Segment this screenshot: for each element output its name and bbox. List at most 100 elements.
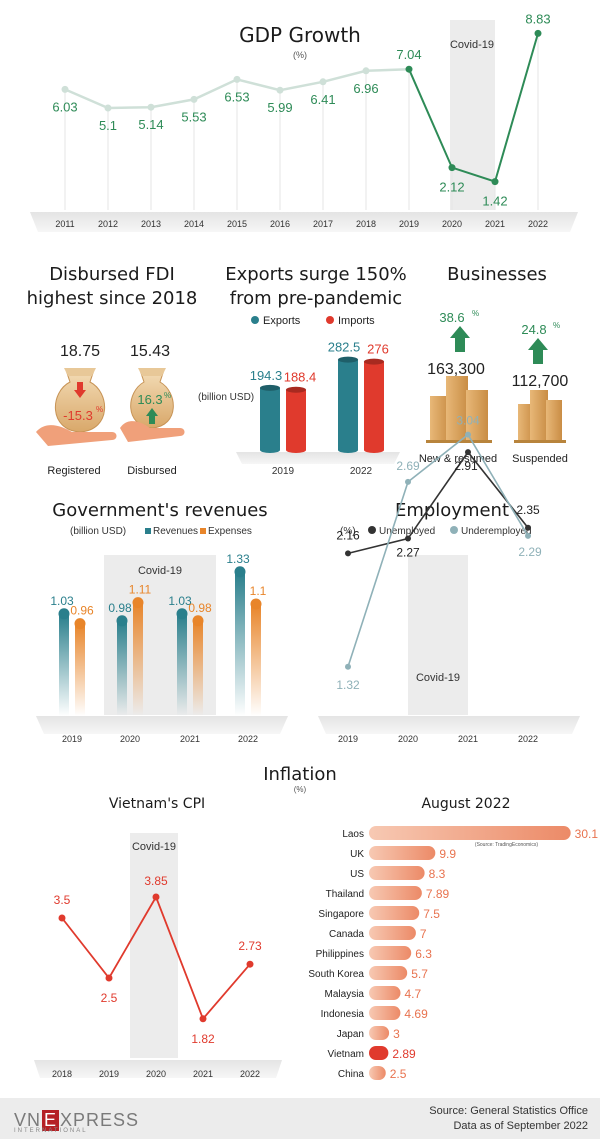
gdp-x-tick: 2015 (227, 219, 247, 229)
august-source-note: (Source: TradingEconomics) (475, 842, 538, 848)
legend-imports-swatch (326, 316, 334, 324)
building-icon (426, 376, 492, 443)
cpi-value-label: 3.85 (144, 874, 168, 888)
gdp-x-tick: 2017 (313, 219, 333, 229)
gdp-point (233, 75, 241, 83)
business-new-label: New & resumed (419, 453, 497, 465)
cpi-point (105, 974, 113, 982)
gdp-line-recent (408, 33, 539, 183)
gdp-x-tick: 2016 (270, 219, 290, 229)
revenues-value-label: 1.33 (226, 552, 250, 566)
august-country-label: Indonesia (321, 1009, 365, 1020)
exports-bar-cap (338, 356, 358, 363)
revenues-bar (235, 571, 245, 716)
exports-value-label: 188.4 (284, 370, 317, 385)
gdp-value-label: 5.14 (138, 117, 163, 132)
gdp-section: Covid-19 GDP Growth (%) 6.03 2011 5.1 2012 5… (30, 11, 578, 232)
august-country-label: UK (350, 849, 364, 860)
business-new-change: 38.6 (439, 310, 464, 325)
gdp-x-tick: 2018 (356, 219, 376, 229)
fdi-registered: 18.75 -15.3 % Registered (36, 343, 117, 477)
revenues-value-label: 1.03 (50, 594, 74, 608)
gdp-x-tick: 2014 (184, 219, 204, 229)
business-new: 38.6 % 163,300 New & resumed (419, 309, 497, 465)
money-bag-icon (130, 368, 174, 429)
business-new-pct: % (472, 309, 479, 318)
logo-part-international: INTERNATIONAL (14, 1128, 88, 1134)
footer-source-text: Source: General Statistics Office (429, 1105, 588, 1117)
revenues-bar-head (234, 566, 246, 578)
revenues-platform (36, 716, 288, 734)
revenues-section: Covid-19 Government's revenues (billion … (36, 500, 288, 744)
employment-point (405, 535, 411, 542)
arrow-up-icon (450, 326, 470, 352)
employment-chart: 2.16 2.27 2.91 2.35 1.32 2.69 3.04 2.29 2019 2020… (336, 414, 542, 744)
fdi-title-line1: Disbursed FDI (49, 264, 175, 285)
exports-x-tick: 2022 (350, 466, 373, 477)
legend-imports-label: Imports (338, 315, 375, 327)
legend-unemployed-swatch (368, 526, 376, 534)
gdp-value-label: 8.83 (525, 11, 550, 26)
august-country-label: Thailand (326, 889, 364, 900)
legend-expenses-label: Expenses (208, 526, 252, 537)
fdi-title-line2: highest since 2018 (27, 288, 198, 309)
gdp-point (405, 65, 413, 73)
revenues-covid-label: Covid-19 (138, 565, 182, 577)
august-value-label: 7 (420, 927, 427, 941)
revenues-value-label: 1.1 (250, 584, 267, 598)
revenues-x-tick: 2020 (120, 734, 140, 744)
fdi-section: Disbursed FDI highest since 2018 18.75 -… (27, 264, 198, 477)
exports-bar-base (364, 447, 384, 453)
exports-section: Exports surge 150% from pre-pandemic Exp… (198, 264, 407, 477)
business-suspended-change: 24.8 (521, 322, 546, 337)
august-value-label: 2.89 (392, 1047, 416, 1061)
fdi-registered-label: Registered (47, 465, 100, 477)
exports-bar (338, 359, 358, 450)
footer-date-text: Data as of September 2022 (453, 1120, 588, 1132)
gdp-unit: (%) (293, 50, 307, 60)
business-suspended-value: 112,700 (512, 373, 569, 390)
gdp-x-tick: 2019 (399, 219, 419, 229)
money-bag-icon (55, 368, 105, 433)
august-value-label: 2.5 (390, 1067, 407, 1081)
exports-unit: (billion USD) (198, 392, 254, 403)
exports-bar (260, 387, 280, 450)
august-value-label: 9.9 (439, 847, 456, 861)
gdp-title: GDP Growth (239, 23, 361, 47)
revenues-value-label: 1.11 (129, 583, 152, 597)
gdp-point (448, 164, 456, 172)
august-country-label: Singapore (318, 909, 364, 920)
employment-point (525, 524, 531, 531)
fdi-disbursed: 15.43 16.3 % Disbursed (120, 343, 185, 477)
fdi-disbursed-value: 15.43 (130, 343, 170, 360)
revenues-title: Government's revenues (52, 500, 267, 521)
revenues-value-label: 0.96 (70, 604, 94, 618)
august-value-label: 30.1 (575, 827, 599, 841)
august-country-label: Japan (337, 1029, 364, 1040)
gdp-platform (30, 212, 578, 232)
employment-value-label: 1.32 (336, 678, 360, 692)
business-new-value: 163,300 (427, 361, 485, 378)
revenues-bar (193, 620, 203, 716)
gdp-value-label: 5.1 (99, 118, 117, 133)
august-bar (369, 986, 401, 1000)
august-title: August 2022 (421, 796, 510, 812)
gdp-point (362, 67, 370, 75)
cpi-x-tick: 2020 (146, 1069, 166, 1079)
cpi-point (199, 1015, 207, 1023)
revenues-bar (133, 602, 143, 716)
cpi-point (246, 960, 254, 968)
august-value-label: 8.3 (429, 867, 446, 881)
revenues-bar (59, 613, 69, 716)
gdp-point (276, 86, 284, 94)
revenues-value-label: 0.98 (188, 601, 212, 615)
august-country-label: US (350, 869, 364, 880)
cpi-title: Vietnam's CPI (109, 796, 205, 812)
legend-unemployed-label: Unemployed (379, 526, 435, 537)
gdp-x-tick: 2021 (485, 219, 505, 229)
footer-source: Source: General Statistics Office Data a… (429, 1104, 588, 1134)
inflation-section: Inflation (%) Vietnam's CPI Covid-19 3.5… (34, 764, 599, 1081)
legend-exports-label: Exports (263, 315, 301, 327)
logo-part-e: E (42, 1110, 60, 1131)
gdp-x-tick: 2020 (442, 219, 462, 229)
